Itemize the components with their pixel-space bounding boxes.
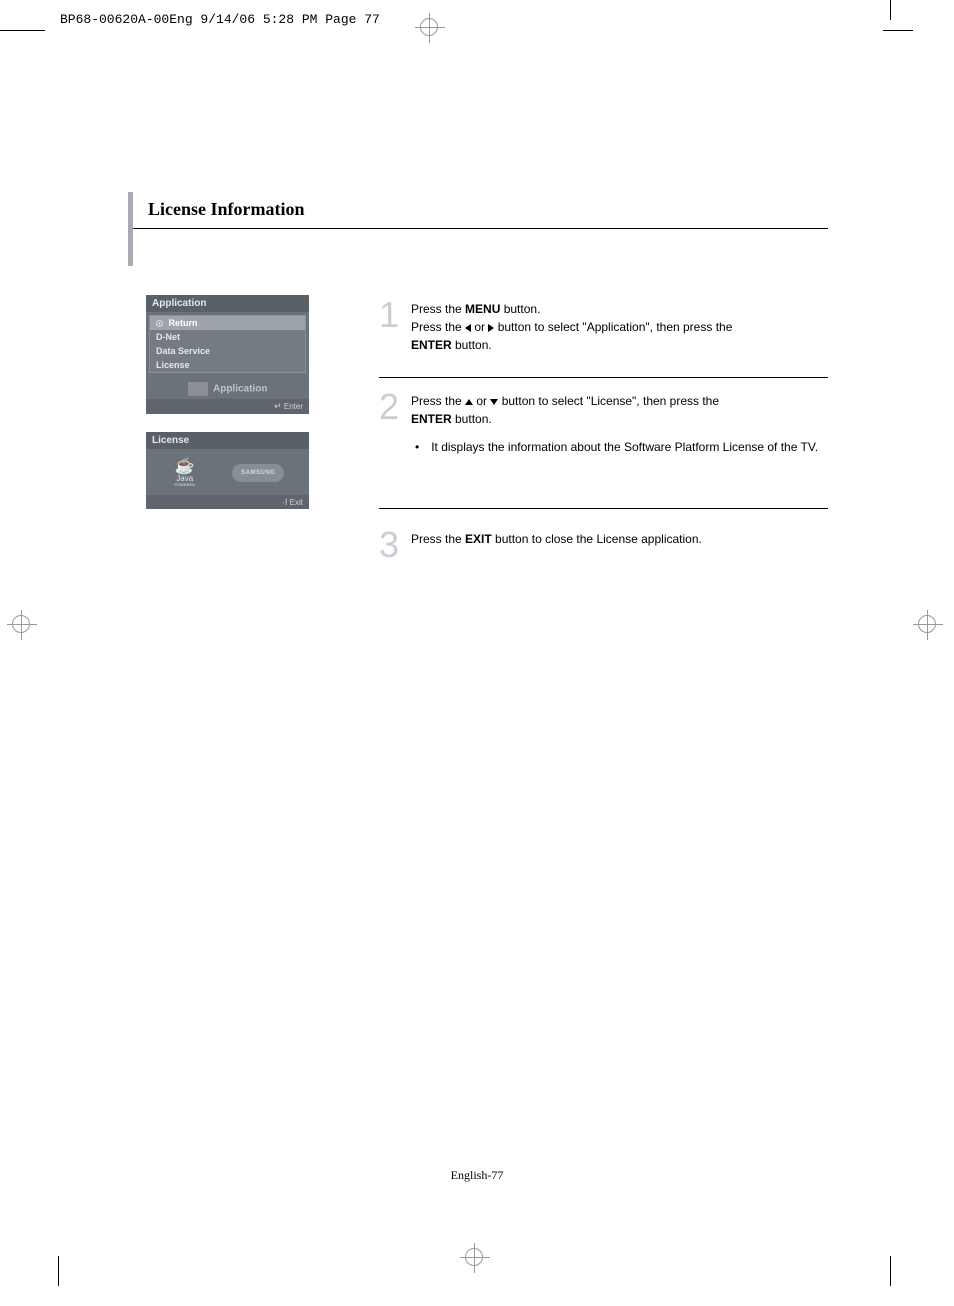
screenshot-menu-list: Return D-Net Data Service License bbox=[149, 315, 306, 373]
text: button. bbox=[452, 412, 492, 426]
menu-item-dnet: D-Net bbox=[150, 330, 305, 344]
enter-bold: ENTER bbox=[411, 338, 452, 352]
java-sublabel: POWERED bbox=[171, 483, 199, 487]
crop-mark bbox=[883, 30, 913, 31]
exit-label: Exit bbox=[290, 498, 303, 507]
text: button to close the License application. bbox=[492, 532, 702, 546]
text: or bbox=[473, 394, 490, 408]
step-1: 1 Press the MENU button. Press the or bu… bbox=[379, 300, 828, 354]
step-2-bullet: • It displays the information about the … bbox=[411, 438, 828, 456]
screenshot-title: License bbox=[146, 432, 309, 449]
exit-icon: ·I bbox=[282, 497, 288, 507]
text: button. bbox=[452, 338, 492, 352]
step-2-body: Press the or button to select "License",… bbox=[411, 392, 828, 428]
registration-mark bbox=[465, 1248, 483, 1266]
section-heading-wrap: License Information bbox=[128, 192, 828, 229]
page-number: English-77 bbox=[0, 1168, 954, 1183]
crop-mark bbox=[890, 1256, 891, 1286]
screenshot-license-panel: License ☕ Java POWERED SAMSUNG ·I Exit bbox=[146, 432, 309, 509]
up-arrow-icon bbox=[465, 399, 473, 405]
menu-return-label: Return bbox=[169, 318, 198, 328]
step-3: 3 Press the EXIT button to close the Lic… bbox=[379, 530, 828, 548]
step-3-body: Press the EXIT button to close the Licen… bbox=[411, 530, 828, 548]
registration-mark bbox=[12, 615, 30, 633]
bullet-text: It displays the information about the So… bbox=[431, 438, 818, 456]
enter-icon: ↵ bbox=[274, 401, 282, 411]
heading-accent-bar bbox=[128, 192, 133, 266]
step-number-1: 1 bbox=[379, 294, 399, 336]
enter-bold: ENTER bbox=[411, 412, 452, 426]
registration-mark bbox=[918, 615, 936, 633]
crop-mark bbox=[0, 30, 45, 31]
text: button to select "Application", then pre… bbox=[494, 320, 732, 334]
text: Press the bbox=[411, 320, 465, 334]
step-2: 2 Press the or button to select "License… bbox=[379, 392, 828, 456]
text: button to select "License", then press t… bbox=[498, 394, 719, 408]
screenshot-sub-label: Application bbox=[146, 376, 309, 399]
samsung-logo: SAMSUNG bbox=[232, 464, 284, 482]
text: or bbox=[471, 320, 488, 334]
crop-mark bbox=[58, 1256, 59, 1286]
application-icon bbox=[188, 382, 208, 396]
menu-item-data-service: Data Service bbox=[150, 344, 305, 358]
step-number-3: 3 bbox=[379, 524, 399, 566]
step-1-body: Press the MENU button. Press the or butt… bbox=[411, 300, 828, 354]
exit-bold: EXIT bbox=[465, 532, 492, 546]
screenshot-footer: ·I Exit bbox=[146, 495, 309, 509]
step-number-2: 2 bbox=[379, 386, 399, 428]
license-body: ☕ Java POWERED SAMSUNG bbox=[146, 449, 309, 495]
screenshot-footer: ↵ Enter bbox=[146, 399, 309, 414]
text: Press the bbox=[411, 302, 465, 316]
step-separator bbox=[379, 508, 828, 509]
text: Press the bbox=[411, 394, 465, 408]
return-icon bbox=[156, 320, 163, 327]
bullet-dot: • bbox=[415, 438, 419, 456]
menu-bold: MENU bbox=[465, 302, 500, 316]
step-separator bbox=[379, 377, 828, 378]
section-heading: License Information bbox=[128, 192, 828, 229]
java-logo: ☕ Java POWERED bbox=[171, 459, 199, 487]
application-sub-text: Application bbox=[213, 384, 267, 395]
crop-mark bbox=[890, 0, 891, 20]
menu-return-row: Return bbox=[150, 316, 305, 330]
menu-item-license: License bbox=[150, 358, 305, 372]
text: Press the bbox=[411, 532, 465, 546]
print-header: BP68-00620A-00Eng 9/14/06 5:28 PM Page 7… bbox=[60, 12, 380, 27]
java-cup-icon: ☕ bbox=[171, 459, 199, 475]
screenshot-application-menu: Application Return D-Net Data Service Li… bbox=[146, 295, 309, 414]
enter-label: Enter bbox=[284, 402, 303, 411]
text: button. bbox=[500, 302, 540, 316]
registration-mark bbox=[420, 18, 438, 36]
screenshot-title: Application bbox=[146, 295, 309, 312]
